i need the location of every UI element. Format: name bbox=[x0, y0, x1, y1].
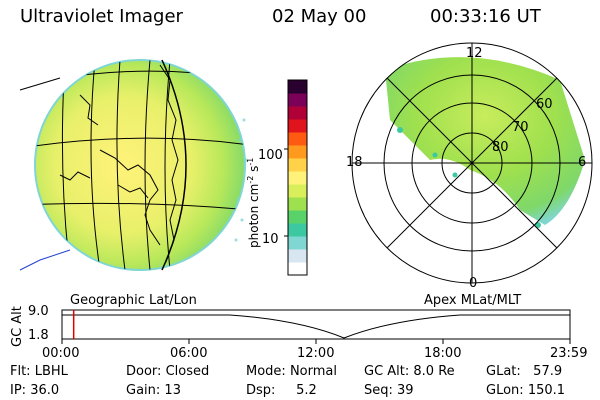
info-glat: GLat: 57.9 bbox=[486, 364, 562, 379]
info-ip-label: IP: bbox=[10, 383, 27, 398]
timeline-ytick-bottom: 1.8 bbox=[28, 328, 49, 343]
colorbar-band bbox=[288, 223, 307, 237]
timeline-ylabel: GC Alt bbox=[10, 306, 25, 347]
mlat-label-60: 60 bbox=[536, 97, 553, 112]
colorbar-unit-exp2: -1 bbox=[246, 157, 255, 166]
image-date: 02 May 00 bbox=[272, 6, 367, 27]
colorbar-unit-text: photon cm bbox=[247, 183, 261, 248]
info-seq-value: 39 bbox=[397, 383, 414, 398]
mlt-label-0: 0 bbox=[469, 276, 478, 291]
timeline-ytick-top: 9.0 bbox=[28, 304, 49, 319]
timeline-xtick-1200: 12:00 bbox=[297, 346, 335, 361]
image-time: 00:33:16 UT bbox=[430, 6, 541, 27]
info-glon-value: 150.1 bbox=[527, 383, 566, 398]
colorbar-tick-10: 10 bbox=[262, 232, 279, 247]
colorbar-band bbox=[288, 197, 307, 211]
info-dsp-value: 5.2 bbox=[296, 383, 317, 398]
info-glon-label: GLon: bbox=[486, 383, 524, 398]
info-gain: Gain: 13 bbox=[126, 383, 181, 398]
colorbar-band bbox=[288, 145, 307, 159]
altitude-timeline bbox=[61, 309, 571, 344]
info-gain-value: 13 bbox=[164, 383, 181, 398]
info-seq-label: Seq: bbox=[364, 383, 393, 398]
polar-grid bbox=[351, 42, 593, 284]
colorbar-band bbox=[288, 158, 307, 172]
mlt-label-6: 6 bbox=[578, 155, 587, 170]
colorbar-frame bbox=[287, 79, 308, 276]
info-mode-value: Normal bbox=[289, 364, 337, 379]
colorbar-band bbox=[288, 93, 307, 107]
mlat-label-70: 70 bbox=[512, 120, 529, 135]
earth-disk-image bbox=[19, 59, 248, 271]
info-flt-label: Flt: bbox=[10, 364, 31, 379]
info-dsp: Dsp: 5.2 bbox=[246, 383, 317, 398]
info-glat-label: GLat: bbox=[486, 364, 521, 379]
mlt-label-18: 18 bbox=[346, 155, 363, 170]
left-panel-caption: Geographic Lat/Lon bbox=[70, 293, 197, 308]
info-seq: Seq: 39 bbox=[364, 383, 414, 398]
info-mode: Mode: Normal bbox=[246, 364, 337, 379]
info-door-value: Closed bbox=[165, 364, 210, 379]
info-ip-value: 36.0 bbox=[30, 383, 60, 398]
info-gain-label: Gain: bbox=[126, 383, 161, 398]
colorbar-band bbox=[288, 210, 307, 224]
polar-plot bbox=[351, 42, 593, 284]
info-door-label: Door: bbox=[126, 364, 162, 379]
mlt-label-12: 12 bbox=[466, 46, 483, 61]
colorbar-band bbox=[288, 132, 307, 146]
info-mode-label: Mode: bbox=[246, 364, 286, 379]
timeline-xtick-0000: 00:00 bbox=[42, 346, 80, 361]
colorbar-band bbox=[288, 171, 307, 185]
colorbar-band bbox=[288, 249, 307, 263]
info-gcalt-value: 8.0 Re bbox=[413, 364, 455, 379]
colorbar-unit-exp1: -2 bbox=[246, 175, 255, 184]
info-flt-value: LBHL bbox=[34, 364, 68, 379]
colorbar-band bbox=[288, 236, 307, 250]
colorbar-band bbox=[288, 119, 307, 133]
info-glat-value: 57.9 bbox=[533, 364, 563, 379]
colorbar-band bbox=[288, 184, 307, 198]
instrument-title: Ultraviolet Imager bbox=[20, 6, 183, 27]
info-ip: IP: 36.0 bbox=[10, 383, 59, 398]
colorbar-tick-100: 100 bbox=[258, 148, 283, 163]
info-flt: Flt: LBHL bbox=[10, 364, 68, 379]
colorbar-band bbox=[288, 106, 307, 120]
info-gcalt-label: GC Alt: bbox=[364, 364, 410, 379]
info-dsp-label: Dsp: bbox=[246, 383, 276, 398]
timeline-xtick-0600: 06:00 bbox=[170, 346, 208, 361]
colorbar-band bbox=[288, 262, 307, 276]
info-door: Door: Closed bbox=[126, 364, 209, 379]
colorbar-band bbox=[288, 80, 307, 94]
info-gcalt: GC Alt: 8.0 Re bbox=[364, 364, 455, 379]
colorbar-unit: photon cm-2 s-1 bbox=[246, 158, 261, 248]
colorbar-unit-s: s bbox=[247, 165, 261, 172]
mlat-label-80: 80 bbox=[492, 140, 509, 155]
colorbar bbox=[284, 79, 308, 276]
right-panel-caption: Apex MLat/MLT bbox=[424, 293, 522, 308]
timeline-xtick-2359: 23:59 bbox=[550, 346, 588, 361]
info-glon: GLon: 150.1 bbox=[486, 383, 565, 398]
timeline-xtick-1800: 18:00 bbox=[424, 346, 462, 361]
